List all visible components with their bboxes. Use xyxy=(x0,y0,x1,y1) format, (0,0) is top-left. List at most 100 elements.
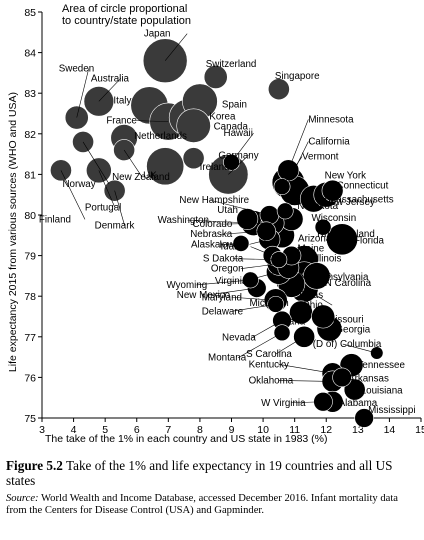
leader-d-of-columbia xyxy=(342,343,377,354)
y-tick-label: 82 xyxy=(24,129,36,141)
leader-new-zealand xyxy=(123,149,143,178)
leader-s-dakota xyxy=(232,258,279,260)
scatter-chart: 3 4 5 6 7 8 9 10 11 12 13 14 15757677787980818283848… xyxy=(7,3,424,445)
label-nevada: Nevada xyxy=(222,333,256,344)
leader-s-carolina xyxy=(275,336,305,355)
leader-idaho xyxy=(250,246,273,256)
label-denmark: Denmark xyxy=(95,221,135,232)
leader-kentucky xyxy=(278,364,333,374)
label-alabama: Alabama xyxy=(339,398,378,409)
label-kentucky: Kentucky xyxy=(249,359,289,370)
label-netherlands: Netherlands xyxy=(134,131,187,142)
point-uk xyxy=(146,147,185,186)
label-nebraska: Nebraska xyxy=(190,229,232,240)
label-pennsylvania: Pennsylvania xyxy=(310,272,369,283)
label-michigan: Michigan xyxy=(250,298,289,309)
y-tick-label: 78 xyxy=(24,291,36,303)
label-australia: Australia xyxy=(91,73,130,84)
x-tick-label: 14 xyxy=(384,424,396,436)
point-denmark xyxy=(103,179,126,202)
source-text: World Wealth and Income Database, access… xyxy=(6,493,398,517)
y-tick-label: 83 xyxy=(24,88,36,100)
label-california: California xyxy=(308,137,350,148)
label-norway: Norway xyxy=(62,179,95,190)
label-iowa: Iowa xyxy=(219,239,240,250)
point-new-zealand xyxy=(113,139,136,161)
point-switzerland xyxy=(203,65,228,89)
point-missouri xyxy=(311,304,336,329)
leader-oklahoma xyxy=(278,380,333,382)
label-illinois: Illinois xyxy=(314,254,341,265)
y-tick-label: 80 xyxy=(24,210,36,222)
label-utah: Utah xyxy=(217,205,238,216)
label-new-zealand: New Zealand xyxy=(112,172,170,183)
label-ohio: Ohio xyxy=(302,300,323,311)
point-n-carolina xyxy=(303,262,331,290)
label-oregon: Oregon xyxy=(211,264,244,275)
leader-w-virginia xyxy=(291,401,324,404)
label-mississippi: Mississippi xyxy=(368,405,415,416)
label-w-virginia: W Virginia xyxy=(261,398,306,409)
leader-finland xyxy=(60,170,86,220)
x-tick-label: 15 xyxy=(415,424,424,436)
x-tick-label: 6 xyxy=(134,424,140,436)
label-germany: Germany xyxy=(218,150,258,161)
leader-washington xyxy=(187,219,254,224)
y-tick-label: 79 xyxy=(24,251,36,263)
figure-caption: Figure 5.2 Take of the 1% and life expec… xyxy=(6,458,418,488)
point-ireland xyxy=(182,147,205,170)
x-tick-label: 9 xyxy=(229,424,235,436)
leader-maryland xyxy=(231,296,276,301)
label-colorado: Colorado xyxy=(193,219,233,230)
source-label: Source: xyxy=(6,493,39,504)
label-virginia: Virginia xyxy=(215,276,248,287)
leader-portugal xyxy=(98,170,116,208)
label-italy: Italy xyxy=(113,95,131,106)
leader-minnesota xyxy=(288,119,309,171)
label-indiana: Indiana xyxy=(273,316,306,327)
y-tick-label: 84 xyxy=(24,48,36,60)
leader-hawaii xyxy=(231,133,254,163)
leader-vermont xyxy=(281,156,303,187)
y-tick-label: 76 xyxy=(24,372,36,384)
leader-japan xyxy=(164,33,188,61)
point-florida xyxy=(326,223,358,256)
label-france: France xyxy=(106,116,137,127)
leader-germany xyxy=(228,155,249,175)
leader-australia xyxy=(98,78,122,102)
leader-france xyxy=(136,120,169,122)
point-norway xyxy=(72,131,94,153)
label-delaware: Delaware xyxy=(202,306,244,317)
label-spain: Spain xyxy=(222,99,247,110)
leader-virginia xyxy=(244,271,279,282)
label-texas: Texas xyxy=(298,290,324,301)
label-wisconsin: Wisconsin xyxy=(312,213,357,224)
y-tick-label: 81 xyxy=(24,169,36,181)
label-new-mexico: New Mexico xyxy=(177,290,231,301)
point-n-dakota xyxy=(276,202,294,220)
label-d-of-columbia: (D of) Columbia xyxy=(313,339,382,350)
leader-norway xyxy=(82,141,110,185)
y-tick-label: 77 xyxy=(24,332,36,344)
label-massachusetts: Massachusetts xyxy=(328,195,393,206)
x-tick-label: 8 xyxy=(197,424,203,436)
label-connecticut: Connecticut xyxy=(337,181,389,192)
x-axis-label: The take of the 1% in each country and U… xyxy=(45,433,328,445)
leader-wyoming xyxy=(196,279,251,286)
leader-sweden xyxy=(76,68,90,118)
label-n-dakota: N Dakota xyxy=(297,201,338,212)
point-louisiana xyxy=(343,378,366,401)
label-minnesota: Minnesota xyxy=(308,114,354,125)
leader-new-mexico xyxy=(206,287,257,296)
leader-oregon xyxy=(240,263,279,270)
source-note: Source: World Wealth and Income Database… xyxy=(6,493,420,517)
x-tick-label: 13 xyxy=(352,424,364,436)
leader-nebraska xyxy=(220,230,267,235)
point-singapore xyxy=(267,78,290,101)
label-washington: Washington xyxy=(158,215,209,226)
label-canada: Canada xyxy=(214,122,249,133)
x-tick-label: 10 xyxy=(257,424,269,436)
chart-axes: 3 4 5 6 7 8 9 10 11 12 13 14 15757677787980818283848… xyxy=(24,7,424,436)
x-tick-label: 5 xyxy=(102,424,108,436)
label-wyoming: Wyoming xyxy=(166,280,207,291)
